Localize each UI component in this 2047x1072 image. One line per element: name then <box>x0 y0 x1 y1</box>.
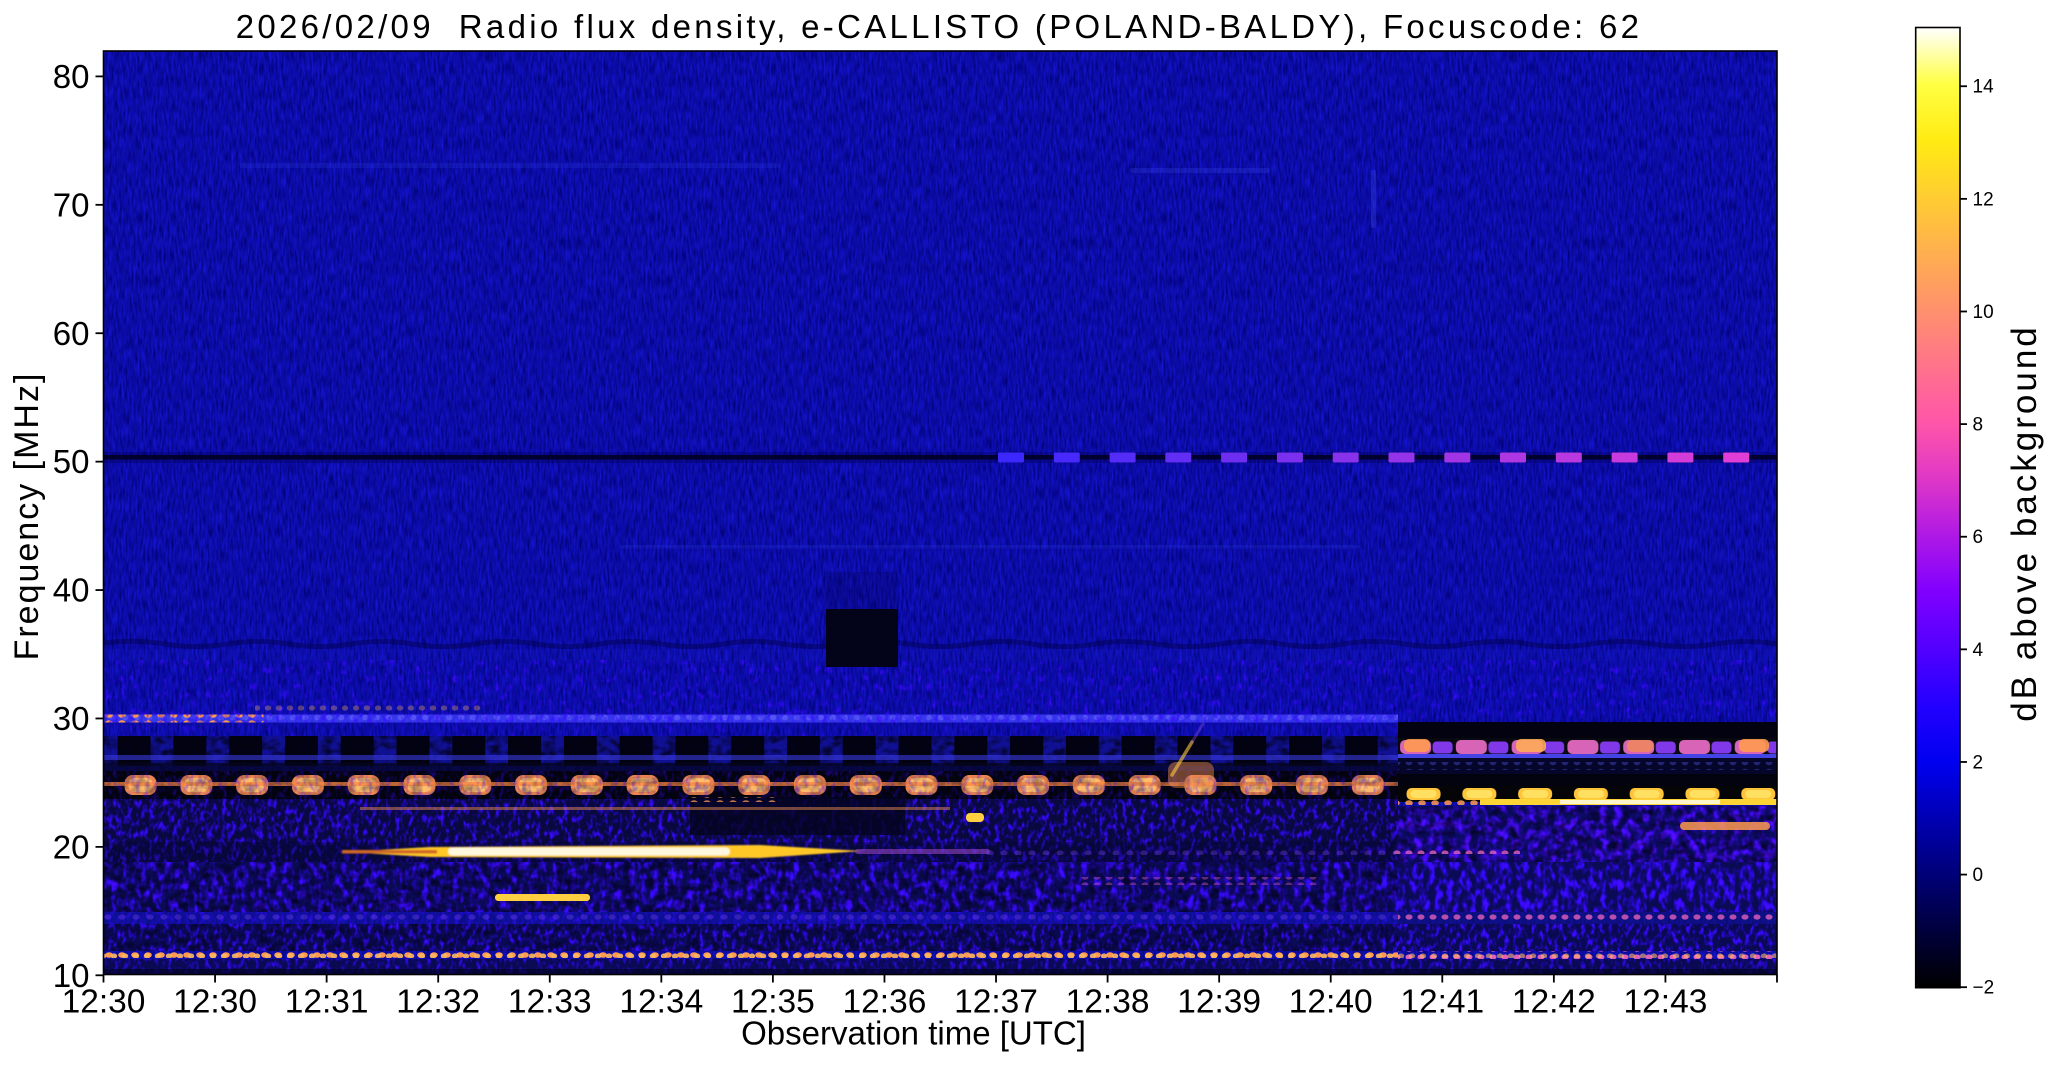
svg-text:80: 80 <box>53 58 90 95</box>
svg-text:12:38: 12:38 <box>1066 984 1150 1021</box>
svg-text:12:30: 12:30 <box>173 984 257 1021</box>
svg-text:70: 70 <box>53 186 90 223</box>
svg-text:12:34: 12:34 <box>619 984 703 1021</box>
svg-text:12:39: 12:39 <box>1177 984 1261 1021</box>
svg-text:12:35: 12:35 <box>731 984 815 1021</box>
svg-text:12:43: 12:43 <box>1624 984 1708 1021</box>
svg-text:50: 50 <box>53 443 90 480</box>
svg-text:6: 6 <box>1973 527 1984 548</box>
svg-text:2026/02/09 Radio flux density: 2026/02/09 Radio flux density, e-CALLIST… <box>236 8 1643 45</box>
svg-text:20: 20 <box>53 828 90 865</box>
svg-text:14: 14 <box>1973 77 1995 98</box>
svg-text:12:32: 12:32 <box>396 984 480 1021</box>
svg-text:12:36: 12:36 <box>843 984 927 1021</box>
svg-text:dB above background: dB above background <box>2005 324 2044 722</box>
svg-text:12:42: 12:42 <box>1512 984 1596 1021</box>
svg-text:0: 0 <box>1973 865 1984 886</box>
svg-text:8: 8 <box>1973 415 1984 436</box>
svg-text:10: 10 <box>53 957 90 994</box>
svg-text:2: 2 <box>1973 752 1984 773</box>
svg-text:60: 60 <box>53 315 90 352</box>
svg-text:12: 12 <box>1973 189 1994 210</box>
svg-text:Observation time [UTC]: Observation time [UTC] <box>741 1015 1086 1052</box>
svg-text:10: 10 <box>1973 302 1994 323</box>
svg-text:12:41: 12:41 <box>1400 984 1484 1021</box>
svg-text:12:40: 12:40 <box>1289 984 1373 1021</box>
svg-text:−2: −2 <box>1973 978 1995 999</box>
svg-text:12:30: 12:30 <box>62 984 146 1021</box>
svg-text:40: 40 <box>53 572 90 609</box>
svg-text:30: 30 <box>53 700 90 737</box>
svg-text:12:37: 12:37 <box>954 984 1038 1021</box>
svg-text:4: 4 <box>1973 640 1984 661</box>
svg-text:Frequency [MHz]: Frequency [MHz] <box>8 372 46 661</box>
svg-text:12:33: 12:33 <box>508 984 592 1021</box>
svg-text:12:31: 12:31 <box>285 984 369 1021</box>
